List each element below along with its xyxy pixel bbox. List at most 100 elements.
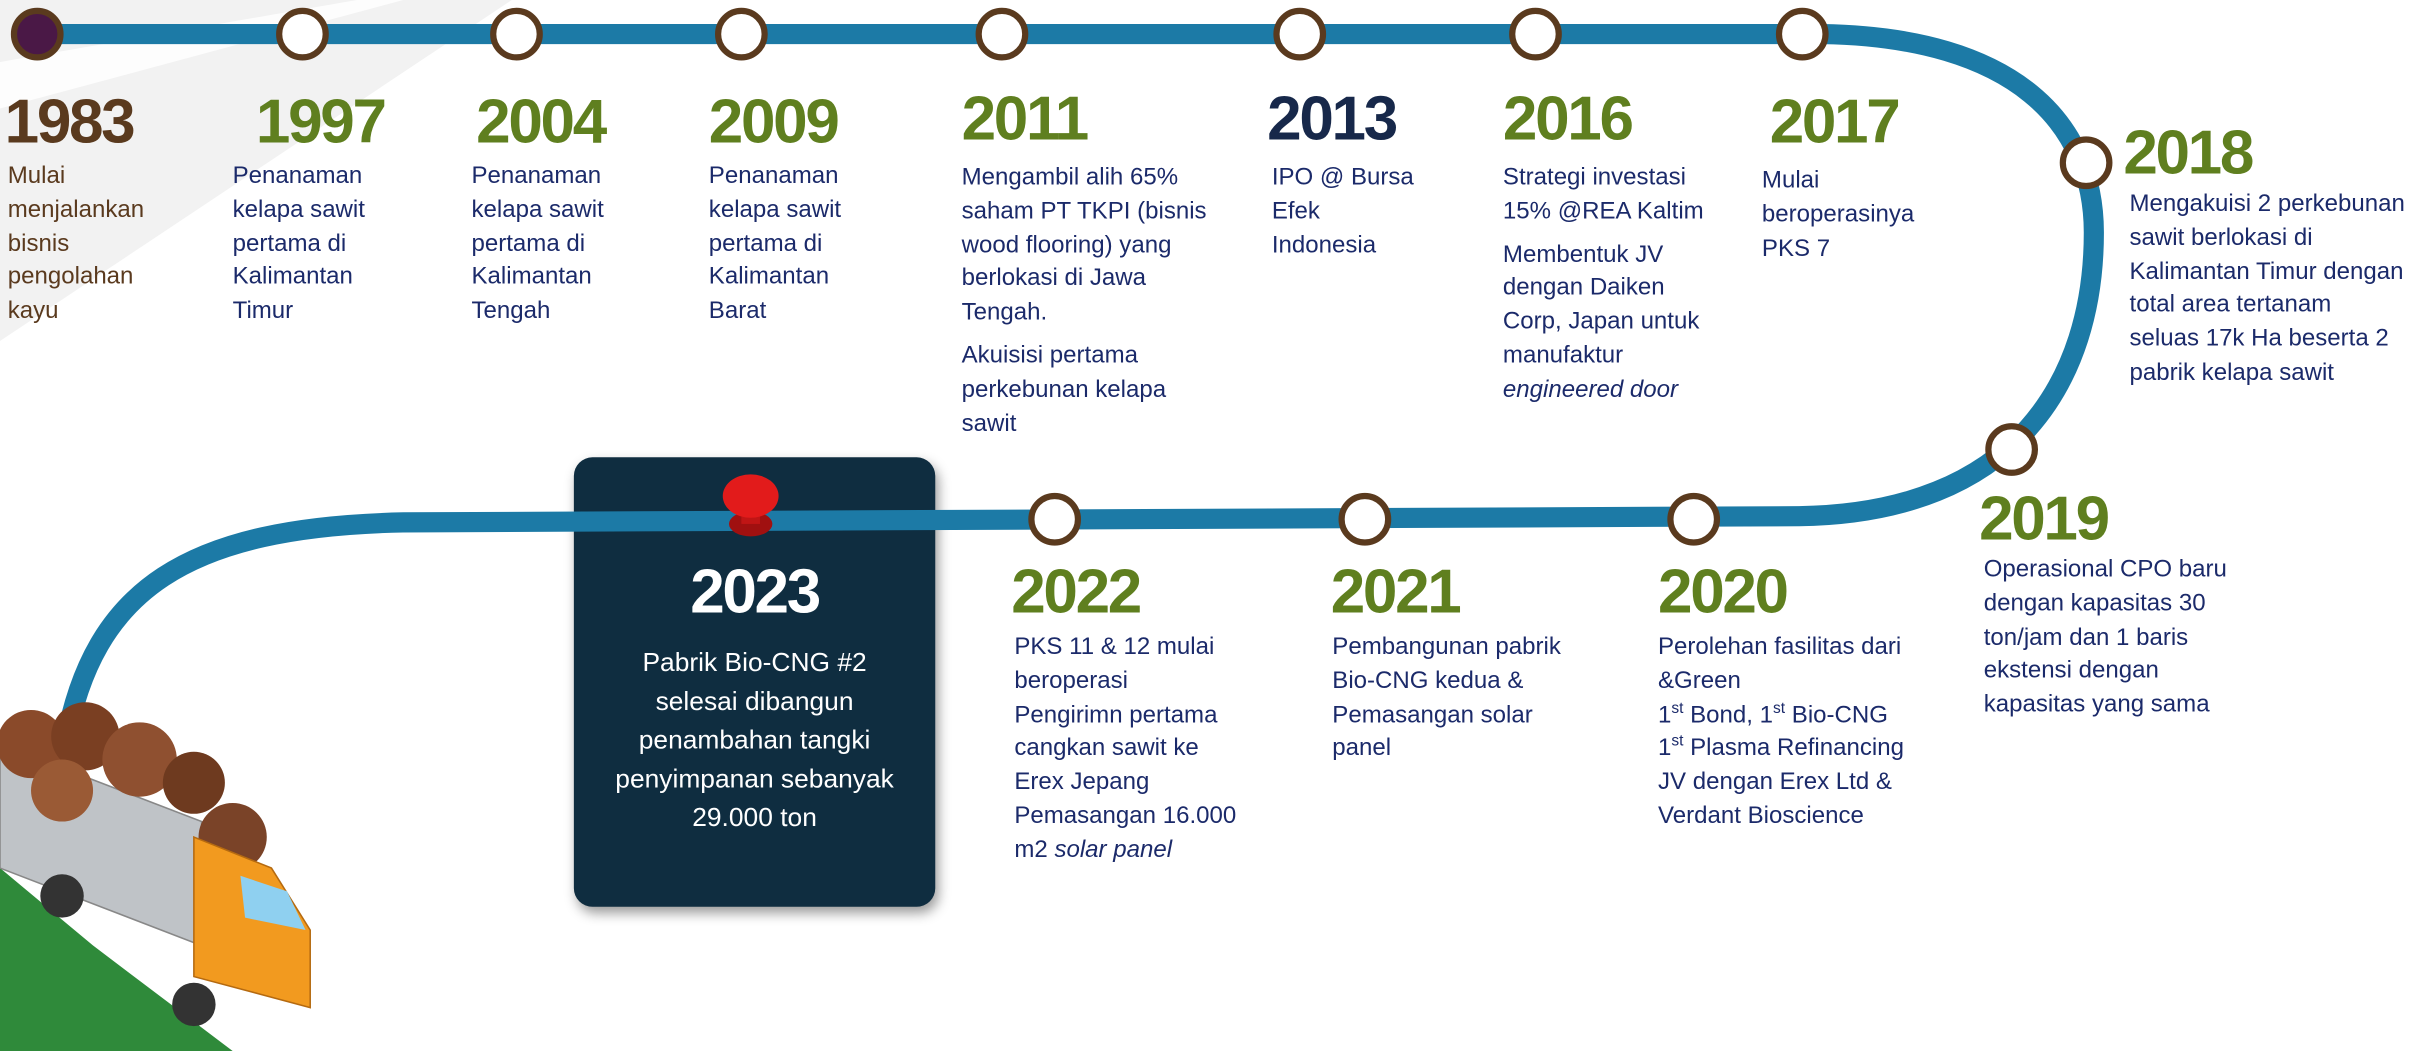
text-run: engineered door (1502, 376, 1679, 403)
text-run: Bond, 1 (1683, 701, 1774, 728)
milestone-description: Penanaman kelapa sawit pertama di Kalimanta… (709, 160, 841, 338)
text-line: Penanaman (708, 162, 839, 190)
text-line: panel (1332, 735, 1392, 762)
text-line: Tengah. (961, 299, 1048, 326)
text-line: ekstensi dengan (1983, 657, 2159, 685)
milestone-description: Mulai menjalankan bisnis pengolahan kayu (8, 160, 144, 338)
milestone-description: Pabrik Bio-CNG #2 selesai dibangun penamba… (574, 643, 935, 846)
milestone-node (1338, 492, 1392, 546)
text-line: pengolahan (7, 264, 134, 291)
text-line: selesai dibangun (655, 686, 854, 717)
paragraph: IPO @ Bursa Efek Indonesia (1272, 161, 1414, 262)
milestone-node (276, 7, 329, 61)
paragraph: Pembangunan pabrik Bio-CNG kedua & Pemasan… (1332, 631, 1561, 766)
milestone-year: 2011 (961, 85, 1090, 154)
text-line: Membentuk JV (1502, 241, 1664, 268)
text-line: pertama di (471, 230, 586, 257)
text-line: Mengakuisi 2 perkebunan (2129, 190, 2405, 218)
pin (722, 474, 779, 537)
text-line: Kalimantan (708, 264, 830, 291)
milestone-year: 2020 (1658, 558, 1789, 627)
text-line: engineered door (1503, 373, 1704, 407)
text-run: 1 (1658, 701, 1672, 728)
text-line: pertama di (708, 230, 823, 257)
paragraph: Penanaman kelapa sawit pertama di Kalimanta… (709, 160, 841, 329)
text-line: Kalimantan Timur dengan (2129, 258, 2404, 285)
milestone-node (1775, 7, 1829, 61)
milestone-description: Mengakuisi 2 perkebunan sawit berlokasi d… (2130, 188, 2405, 400)
text-line: Kalimantan (232, 264, 353, 291)
text-line: dengan Daiken (1502, 274, 1665, 302)
milestone-node (1509, 7, 1562, 61)
text-line: Mulai (7, 162, 66, 190)
text-line: PKS 7 (1761, 234, 1831, 262)
milestone-year: 2016 (1502, 85, 1634, 154)
text-line: Pabrik Bio-CNG #2 (642, 647, 867, 678)
text-line: saham PT TKPI (bisnis (961, 198, 1207, 225)
text-line: kapasitas yang sama (1983, 691, 2210, 718)
milestone-year: 2018 (2123, 119, 2254, 188)
text-run: st (1671, 699, 1684, 717)
paragraph: Perolehan fasilitas dari &Green 1st Bond, … (1658, 631, 1904, 834)
milestone-year: 2022 (1011, 558, 1142, 627)
milestone-year: 2023 (690, 558, 821, 627)
text-line: kelapa sawit (471, 196, 604, 223)
text-line: kayu (7, 297, 59, 325)
milestone-year: 2009 (708, 88, 840, 157)
milestone-description: IPO @ Bursa Efek Indonesia (1272, 161, 1414, 272)
milestone-node (1667, 492, 1721, 546)
text-line: penyimpanan sebanyak (615, 764, 894, 794)
text-line: kelapa sawit (232, 196, 365, 223)
text-line: Operasional CPO baru (1983, 556, 2227, 583)
text-run: 1 (1658, 735, 1672, 762)
paragraph: Penanaman kelapa sawit pertama di Kalimanta… (472, 160, 604, 329)
text-line: beroperasi (1014, 667, 1128, 695)
milestone-node (490, 7, 543, 61)
text-line: Mengambil alih 65% (961, 164, 1179, 191)
paragraph: Mulai beroperasinya PKS 7 (1762, 164, 1914, 265)
milestone-year: 1983 (4, 88, 136, 157)
milestone-description: PKS 11 & 12 mulai beroperasi Pengirimn per… (1014, 631, 1236, 877)
highlight-box (573, 457, 936, 907)
milestone-description: Operasional CPO baru dengan kapasitas 30 t… (1984, 553, 2227, 731)
paragraph: PKS 11 & 12 mulai beroperasi Pengirimn per… (1014, 631, 1236, 868)
milestone-node (1028, 492, 1082, 546)
text-line: Pengirimn pertama (1014, 701, 1218, 728)
text-line: Bio-CNG kedua & (1332, 667, 1524, 695)
text-line: IPO @ Bursa (1271, 164, 1414, 191)
text-line: perkebunan kelapa (961, 376, 1167, 403)
text-line: Barat (708, 297, 767, 325)
text-line: pabrik kelapa sawit (2129, 359, 2334, 386)
milestone-year: 2013 (1267, 85, 1398, 154)
text-line: berlokasi di Jawa (961, 265, 1147, 293)
milestone-description: Perolehan fasilitas dari &Green 1st Bond, … (1658, 631, 1904, 843)
text-line: Pemasangan solar (1332, 701, 1533, 728)
text-line: sawit (961, 410, 1017, 437)
text-line: Timur (232, 297, 294, 325)
text-line: 15% @REA Kaltim (1502, 198, 1704, 225)
text-line: penambahan tangki (638, 725, 871, 755)
text-line: 29.000 ton (692, 802, 817, 833)
text-line: Mulai (1761, 167, 1820, 194)
paragraph: Mengambil alih 65% saham PT TKPI (bisnis w… (962, 161, 1207, 330)
milestone-description: Penanaman kelapa sawit pertama di Kalimanta… (472, 160, 604, 338)
text-line: Strategi investasi (1502, 164, 1686, 191)
text-line: beroperasinya (1761, 201, 1915, 228)
text-line: Tengah (471, 297, 551, 325)
text-run: st (1773, 699, 1786, 717)
text-line: Pemasangan 16.000 (1014, 802, 1237, 830)
text-line: wood flooring) yang (961, 231, 1172, 259)
paragraph: Mulai menjalankan bisnis pengolahan kayu (8, 160, 144, 329)
milestone-description: Strategi investasi 15% @REA Kaltim Membent… (1503, 161, 1704, 416)
milestone-node (1273, 7, 1327, 61)
text-run: solar panel (1054, 836, 1173, 864)
paragraph: Mengakuisi 2 perkebunan sawit berlokasi d… (2130, 188, 2405, 391)
text-line: Kalimantan (471, 264, 592, 291)
text-line: dengan kapasitas 30 (1983, 590, 2206, 617)
text-line: Perolehan fasilitas dari (1658, 633, 1902, 661)
milestone-year: 2021 (1330, 558, 1462, 627)
text-line: Penanaman (471, 162, 602, 190)
milestone-node (975, 7, 1029, 61)
